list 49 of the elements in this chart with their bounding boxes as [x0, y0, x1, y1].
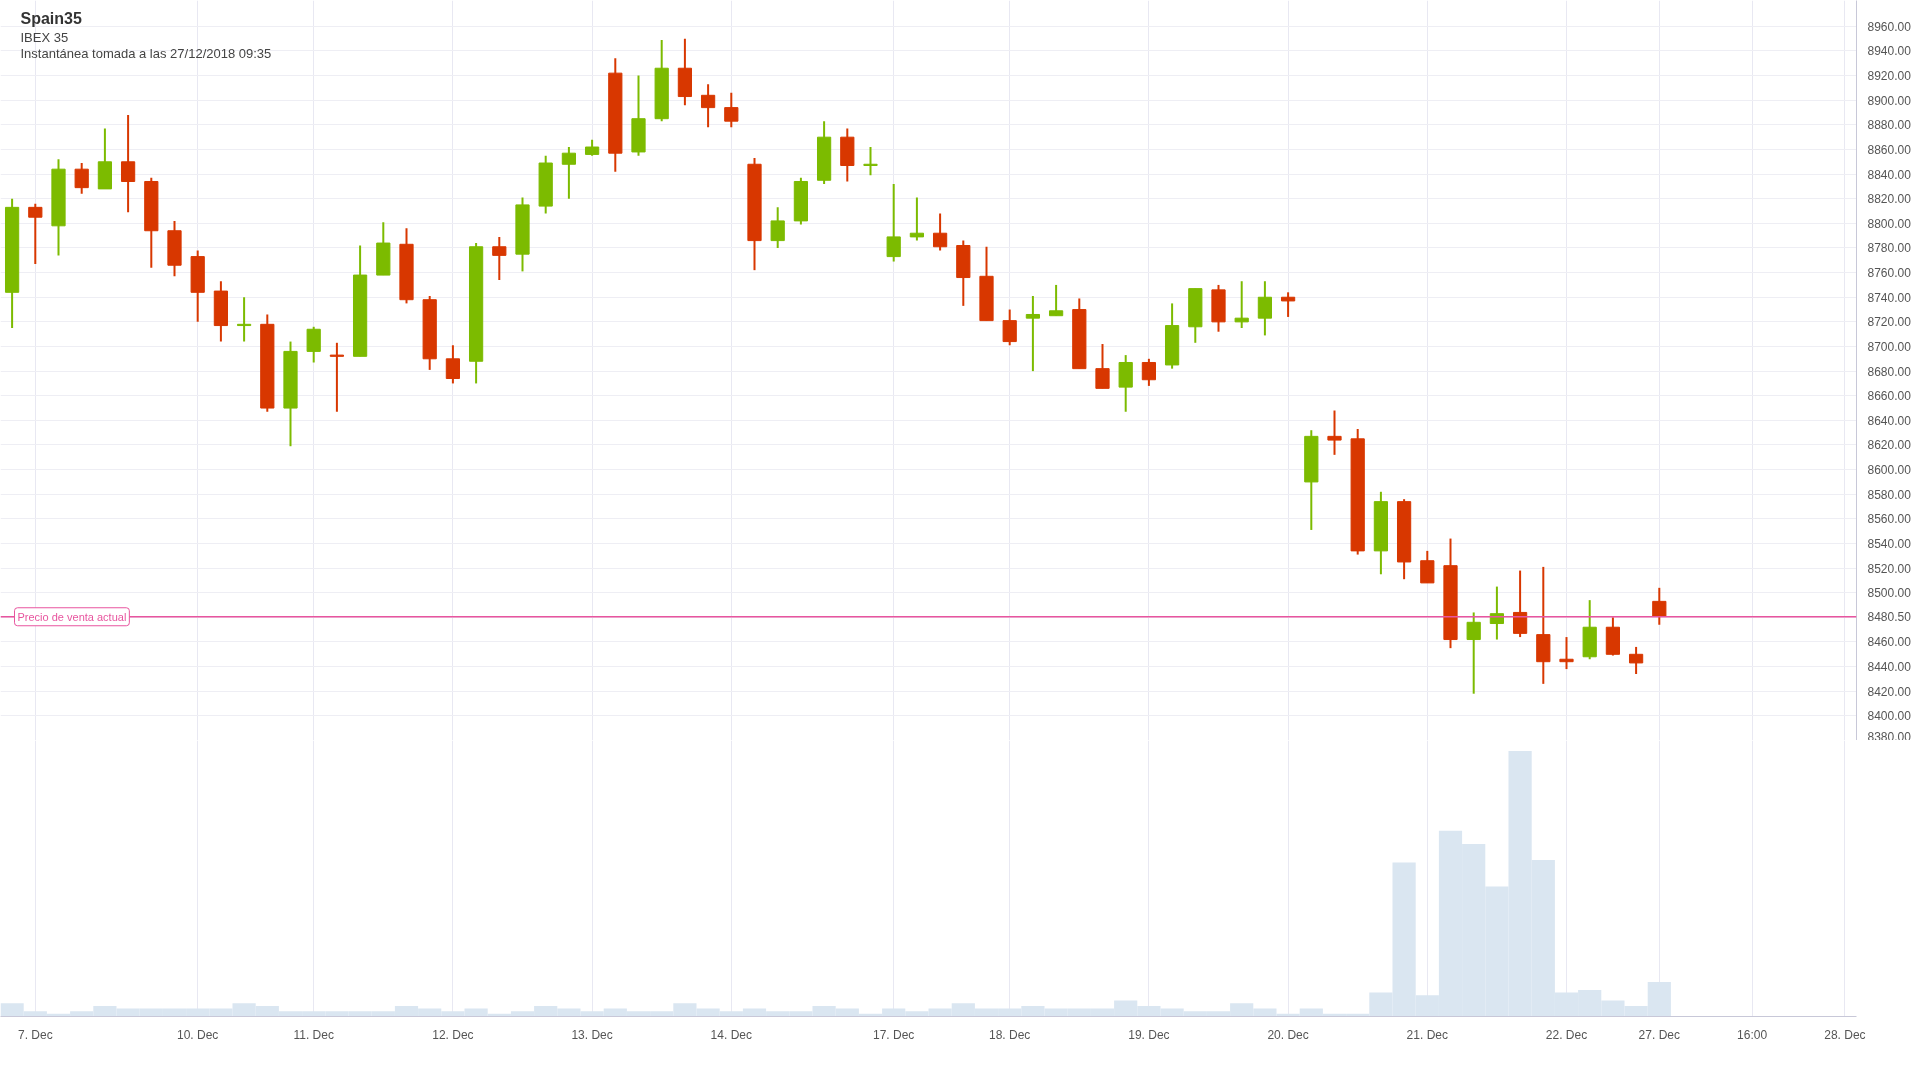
y-tick-label: 8960.00: [1867, 19, 1912, 34]
y-tick-label: 8600.00: [1867, 463, 1912, 478]
y-tick-label: 8860.00: [1867, 142, 1912, 157]
y-tick-label: 8560.00: [1867, 512, 1912, 527]
y-tick-label: 8940.00: [1867, 44, 1912, 59]
y-tick-label: 8440.00: [1867, 660, 1912, 675]
x-tick-label: 11. Dec: [293, 1027, 334, 1042]
x-tick-label: 28. Dec: [1824, 1027, 1866, 1042]
x-tick-label: 22. Dec: [1545, 1027, 1588, 1042]
y-tick-label: 8800.00: [1867, 216, 1912, 231]
x-tick-label: 20. Dec: [1267, 1027, 1309, 1042]
y-tick-label: 8840.00: [1867, 167, 1912, 182]
text: Spain35: [20, 9, 82, 27]
y-tick-label: 8420.00: [1867, 684, 1912, 699]
x-tick-label: 16:00: [1737, 1027, 1768, 1042]
y-tick-label: 8680.00: [1867, 364, 1912, 379]
x-tick-label: 13. Dec: [571, 1027, 613, 1042]
x-tick-label: 14. Dec: [710, 1027, 752, 1042]
y-tick-label: 8380.00: [1867, 729, 1912, 744]
x-tick-label: 18. Dec: [989, 1027, 1031, 1042]
y-tick-label: 8900.00: [1867, 93, 1912, 108]
x-tick-label: 7. Dec: [17, 1027, 53, 1042]
y-tick-label: 8660.00: [1867, 389, 1912, 404]
x-tick-label: 17. Dec: [873, 1027, 915, 1042]
y-tick-label: 8820.00: [1867, 192, 1912, 207]
x-tick-label: 19. Dec: [1128, 1027, 1170, 1042]
text: IBEX 35: [20, 29, 69, 45]
y-tick-label: 8500.00: [1867, 586, 1912, 601]
y-tick-label: 8760.00: [1867, 266, 1912, 281]
y-tick-label: 8400.00: [1867, 709, 1912, 724]
y-tick-label: 8520.00: [1867, 561, 1912, 576]
y-tick-label: 8460.00: [1867, 635, 1912, 650]
y-tick-label: 8780.00: [1867, 241, 1912, 256]
y-tick-label: 8700.00: [1867, 339, 1912, 354]
y-tick-label: 8620.00: [1867, 438, 1912, 453]
x-tick-label: 10. Dec: [177, 1027, 219, 1042]
x-tick-label: 12. Dec: [432, 1027, 474, 1042]
x-tick-label: 21. Dec: [1406, 1027, 1448, 1042]
y-tick-label: 8480.50: [1867, 610, 1912, 625]
x-tick-label: 27. Dec: [1638, 1027, 1680, 1042]
y-tick-label: 8640.00: [1867, 413, 1912, 428]
ref-line-label: Precio de venta actual: [17, 610, 127, 623]
annotation: Instantánea tomada a las 27/12/2018 09:35: [20, 45, 272, 61]
y-tick-label: 8740.00: [1867, 290, 1912, 305]
y-tick-label: 8540.00: [1867, 536, 1912, 551]
y-tick-label: 8880.00: [1867, 118, 1912, 133]
y-tick-label: 8720.00: [1867, 315, 1912, 330]
y-tick-label: 8920.00: [1867, 69, 1912, 84]
y-tick-label: 8580.00: [1867, 487, 1912, 502]
